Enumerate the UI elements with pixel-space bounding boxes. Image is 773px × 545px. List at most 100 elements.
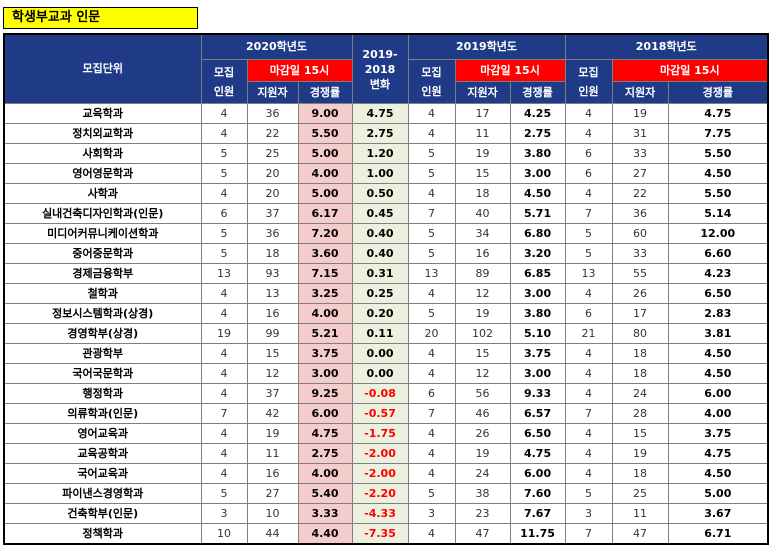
header-2019: 2019학년도	[407, 33, 566, 60]
applicants-2018: 60	[611, 223, 669, 244]
department-name: 실내건축디자인학과(인문)	[3, 203, 202, 224]
quota-2020: 5	[200, 143, 248, 164]
quota-2018: 7	[564, 403, 613, 424]
rate-change: -7.35	[351, 523, 409, 545]
quota-2019: 4	[407, 463, 456, 484]
rate-2018: 4.75	[667, 103, 769, 124]
rate-change: 1.00	[351, 163, 409, 184]
quota-2018: 5	[564, 483, 613, 504]
rate-2019: 3.20	[509, 243, 566, 264]
table-row: 교육공학과 4 11 2.75 -2.00 4 19 4.75 4 19 4.75	[3, 443, 769, 464]
quota-2020: 3	[200, 503, 248, 524]
rate-2019: 3.75	[509, 343, 566, 364]
applicants-2020: 11	[246, 443, 299, 464]
rate-2020: 3.33	[297, 503, 353, 524]
quota-2019: 7	[407, 403, 456, 424]
quota-2020: 4	[200, 303, 248, 324]
table-row: 정보시스템학과(상경) 4 16 4.00 0.20 5 19 3.80 6 17 2.83	[3, 303, 769, 324]
department-name: 건축학부(인문)	[3, 503, 202, 524]
applicants-2018: 27	[611, 163, 669, 184]
table-row: 건축학부(인문) 3 10 3.33 -4.33 3 23 7.67 3 11 3.67	[3, 503, 769, 524]
rate-2019: 2.75	[509, 123, 566, 144]
rate-change: 0.25	[351, 283, 409, 304]
applicants-2018: 17	[611, 303, 669, 324]
header-deadline-2018: 마감일 15시	[611, 59, 769, 82]
applicants-2019: 15	[454, 163, 511, 184]
table-row: 행정학과 4 37 9.25 -0.08 6 56 9.33 4 24 6.00	[3, 383, 769, 404]
applicants-2019: 89	[454, 263, 511, 284]
rate-2019: 4.25	[509, 103, 566, 124]
quota-2019: 5	[407, 303, 456, 324]
rate-2020: 9.00	[297, 103, 353, 124]
applicants-2018: 19	[611, 443, 669, 464]
quota-2019: 4	[407, 363, 456, 384]
rate-2018: 5.14	[667, 203, 769, 224]
rate-2019: 4.50	[509, 183, 566, 204]
header-2018: 2018학년도	[564, 33, 769, 60]
header-deadline-2019: 마감일 15시	[454, 59, 566, 82]
quota-2019: 4	[407, 343, 456, 364]
table-row: 의류학과(인문) 7 42 6.00 -0.57 7 46 6.57 7 28 4.00	[3, 403, 769, 424]
rate-change: -0.57	[351, 403, 409, 424]
quota-2019: 3	[407, 503, 456, 524]
rate-change: 0.00	[351, 343, 409, 364]
rate-2019: 6.57	[509, 403, 566, 424]
rate-change: 0.50	[351, 183, 409, 204]
rate-2018: 4.50	[667, 343, 769, 364]
department-name: 미디어커뮤니케이션학과	[3, 223, 202, 244]
applicants-2018: 47	[611, 523, 669, 545]
applicants-2020: 27	[246, 483, 299, 504]
rate-2018: 5.50	[667, 143, 769, 164]
quota-2019: 5	[407, 143, 456, 164]
applicants-2018: 18	[611, 363, 669, 384]
applicants-2020: 20	[246, 183, 299, 204]
quota-2019: 4	[407, 423, 456, 444]
department-name: 철학과	[3, 283, 202, 304]
rate-2019: 5.71	[509, 203, 566, 224]
rate-change: -2.00	[351, 463, 409, 484]
rate-2018: 6.60	[667, 243, 769, 264]
rate-2018: 4.50	[667, 463, 769, 484]
rate-2020: 5.00	[297, 143, 353, 164]
header-quota-2018: 모집 인원	[564, 59, 613, 104]
applicants-2020: 93	[246, 263, 299, 284]
quota-2020: 6	[200, 203, 248, 224]
applicants-2018: 28	[611, 403, 669, 424]
quota-2019: 7	[407, 203, 456, 224]
applicants-2019: 26	[454, 423, 511, 444]
rate-change: 0.20	[351, 303, 409, 324]
rate-change: 0.40	[351, 243, 409, 264]
applicants-2020: 18	[246, 243, 299, 264]
rate-2020: 5.50	[297, 123, 353, 144]
quota-2020: 5	[200, 223, 248, 244]
quota-2020: 4	[200, 283, 248, 304]
applicants-2020: 36	[246, 223, 299, 244]
quota-2020: 4	[200, 423, 248, 444]
quota-2019: 5	[407, 243, 456, 264]
rate-2020: 5.21	[297, 323, 353, 344]
header-diff: 2019- 2018 변화	[351, 33, 409, 104]
quota-2020: 4	[200, 103, 248, 124]
table-row: 국어교육과 4 16 4.00 -2.00 4 24 6.00 4 18 4.50	[3, 463, 769, 484]
applicants-2020: 25	[246, 143, 299, 164]
rate-2020: 3.25	[297, 283, 353, 304]
rate-2019: 3.00	[509, 363, 566, 384]
applicants-2019: 16	[454, 243, 511, 264]
applicants-2019: 38	[454, 483, 511, 504]
table-row: 영어교육과 4 19 4.75 -1.75 4 26 6.50 4 15 3.75	[3, 423, 769, 444]
quota-2018: 6	[564, 143, 613, 164]
header-2020: 2020학년도	[200, 33, 353, 60]
quota-2018: 4	[564, 383, 613, 404]
header-applicants-2020: 지원자	[246, 81, 299, 104]
rate-2019: 6.50	[509, 423, 566, 444]
header-rate-2018: 경쟁률	[667, 81, 769, 104]
applicants-2018: 15	[611, 423, 669, 444]
table-header: 모집단위 2020학년도 2019- 2018 변화 2019학년도 2018학…	[3, 33, 769, 104]
quota-2020: 4	[200, 343, 248, 364]
applicants-2019: 11	[454, 123, 511, 144]
quota-2019: 4	[407, 443, 456, 464]
quota-2019: 13	[407, 263, 456, 284]
applicants-2019: 34	[454, 223, 511, 244]
table-row: 정책학과 10 44 4.40 -7.35 4 47 11.75 7 47 6.71	[3, 523, 769, 545]
department-name: 파이낸스경영학과	[3, 483, 202, 504]
